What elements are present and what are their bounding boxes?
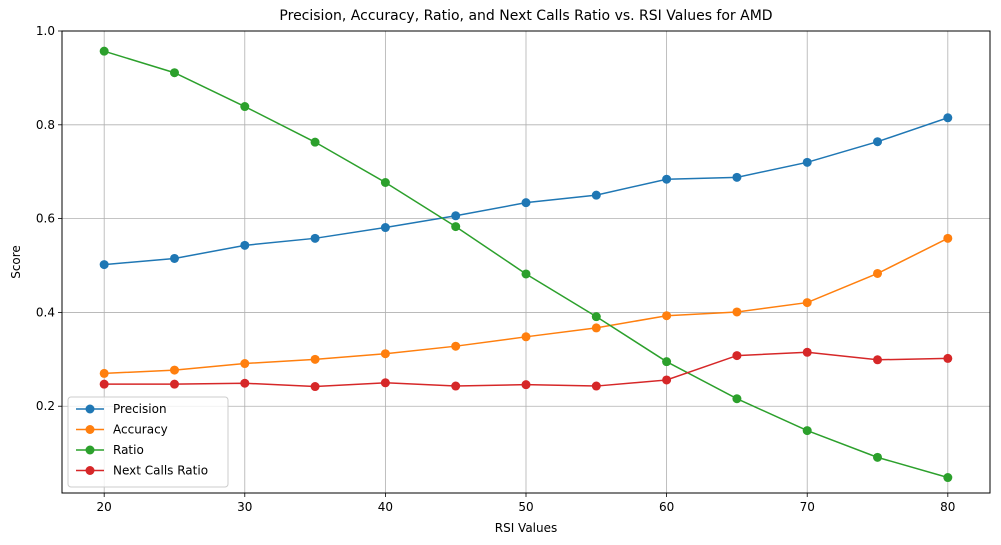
y-tick-label: 0.8 [36, 118, 55, 132]
legend-entry-ratio: Ratio [76, 443, 144, 457]
data-point-accuracy [240, 359, 250, 369]
data-point-accuracy [380, 349, 390, 359]
data-point-next-calls-ratio [943, 353, 953, 363]
data-point-precision [943, 113, 953, 123]
x-tick-label: 80 [940, 500, 955, 514]
data-point-next-calls-ratio [521, 380, 531, 390]
x-tick-label: 40 [378, 500, 393, 514]
legend-entry-precision: Precision [76, 402, 167, 416]
legend-marker-accuracy [85, 425, 95, 434]
data-point-accuracy [873, 268, 883, 278]
legend-label-ratio: Ratio [113, 443, 144, 457]
x-tick-label: 50 [518, 500, 533, 514]
y-tick-label: 1.0 [36, 24, 55, 38]
x-tick-label: 60 [659, 500, 674, 514]
data-point-accuracy [310, 354, 320, 364]
series-layer [99, 46, 953, 483]
data-point-ratio [380, 177, 390, 187]
data-point-next-calls-ratio [240, 378, 250, 388]
data-point-ratio [802, 426, 812, 436]
series-next-calls-ratio [99, 347, 953, 392]
data-point-accuracy [169, 365, 179, 375]
legend-marker-precision [85, 404, 95, 414]
data-point-next-calls-ratio [169, 379, 179, 389]
series-accuracy [99, 233, 953, 378]
data-point-precision [99, 260, 109, 270]
data-point-precision [873, 137, 883, 147]
data-point-accuracy [732, 307, 742, 317]
legend-label-accuracy: Accuracy [113, 423, 168, 437]
data-point-ratio [240, 102, 250, 112]
legend: Precision Accuracy Ratio Next Calls Ratio [67, 396, 229, 488]
data-point-ratio [943, 473, 953, 483]
data-point-accuracy [99, 368, 109, 378]
data-point-next-calls-ratio [451, 381, 461, 391]
data-point-accuracy [943, 233, 953, 243]
data-point-next-calls-ratio [732, 351, 742, 361]
legend-entry-next-calls-ratio: Next Calls Ratio [76, 464, 208, 478]
data-point-accuracy [802, 298, 812, 308]
data-point-precision [451, 211, 461, 221]
data-point-precision [802, 157, 812, 167]
legend-marker-next-calls-ratio [85, 466, 95, 475]
data-point-precision [169, 253, 179, 263]
data-point-precision [662, 174, 672, 184]
data-point-precision [310, 233, 320, 243]
data-point-ratio [591, 312, 601, 322]
legend-marker-ratio [85, 445, 95, 455]
data-point-precision [732, 172, 742, 182]
data-point-next-calls-ratio [873, 355, 883, 365]
data-point-ratio [662, 357, 672, 367]
data-point-accuracy [521, 332, 531, 342]
data-point-ratio [169, 68, 179, 78]
y-tick-label: 0.4 [36, 305, 55, 319]
data-point-ratio [521, 269, 531, 279]
data-point-ratio [451, 222, 461, 232]
data-point-precision [240, 240, 250, 250]
data-point-next-calls-ratio [802, 347, 812, 357]
legend-box [67, 396, 229, 488]
y-axis-label: Score [9, 245, 23, 279]
data-point-ratio [99, 46, 109, 56]
data-point-next-calls-ratio [380, 378, 390, 388]
data-point-precision [521, 198, 531, 208]
x-tick-label: 70 [800, 500, 815, 514]
data-point-precision [380, 223, 390, 233]
chart-title: Precision, Accuracy, Ratio, and Next Cal… [279, 8, 772, 24]
series-ratio [99, 46, 953, 483]
axis-ticks: 20 30 40 50 60 70 80 0.2 0.4 0.6 0.8 1.0 [36, 24, 956, 514]
legend-label-precision: Precision [113, 402, 167, 416]
data-point-ratio [873, 452, 883, 462]
data-point-ratio [732, 394, 742, 404]
data-point-accuracy [662, 311, 672, 321]
x-axis-label: RSI Values [495, 521, 558, 535]
data-point-accuracy [451, 341, 461, 351]
data-point-next-calls-ratio [310, 382, 320, 392]
data-point-ratio [310, 137, 320, 147]
data-point-next-calls-ratio [662, 375, 672, 385]
legend-label-next-calls-ratio: Next Calls Ratio [113, 464, 208, 478]
data-point-next-calls-ratio [591, 381, 601, 391]
legend-entry-accuracy: Accuracy [76, 423, 168, 437]
series-precision [99, 113, 953, 270]
data-point-accuracy [591, 323, 601, 333]
data-point-next-calls-ratio [99, 379, 109, 389]
y-tick-label: 0.6 [36, 212, 55, 226]
x-tick-label: 20 [97, 500, 112, 514]
y-tick-label: 0.2 [36, 399, 55, 413]
data-point-precision [591, 190, 601, 200]
x-tick-label: 30 [237, 500, 252, 514]
